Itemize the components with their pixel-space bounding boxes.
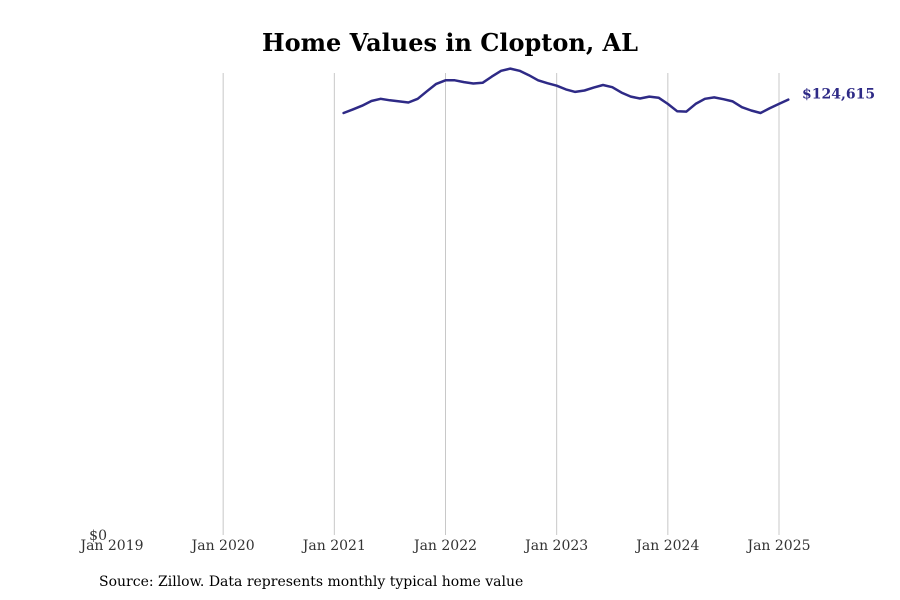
end-value-label: $124,615 — [802, 87, 875, 103]
x-tick-label: Jan 2020 — [190, 538, 255, 554]
x-tick-label: Jan 2024 — [634, 538, 699, 554]
chart-title: Home Values in Clopton, AL — [261, 28, 639, 57]
source-note: Source: Zillow. Data represents monthly … — [99, 574, 524, 590]
x-tick-label: Jan 2023 — [523, 538, 588, 554]
x-tick-label: Jan 2021 — [301, 538, 366, 554]
x-tick-label: Jan 2019 — [78, 538, 143, 554]
x-axis-ticks: Jan 2019 Jan 2020 Jan 2021 Jan 2022 Jan 2023… — [78, 538, 810, 554]
end-label-layer: $124,615 — [802, 87, 875, 103]
y-tick-label: $0 — [89, 528, 107, 544]
x-tick-label: Jan 2022 — [412, 538, 477, 554]
series-line — [342, 67, 790, 115]
series-layer — [342, 67, 790, 115]
y-axis-ticks: $0 — [89, 528, 107, 544]
gridlines — [222, 73, 780, 535]
x-tick-label: Jan 2025 — [745, 538, 810, 554]
